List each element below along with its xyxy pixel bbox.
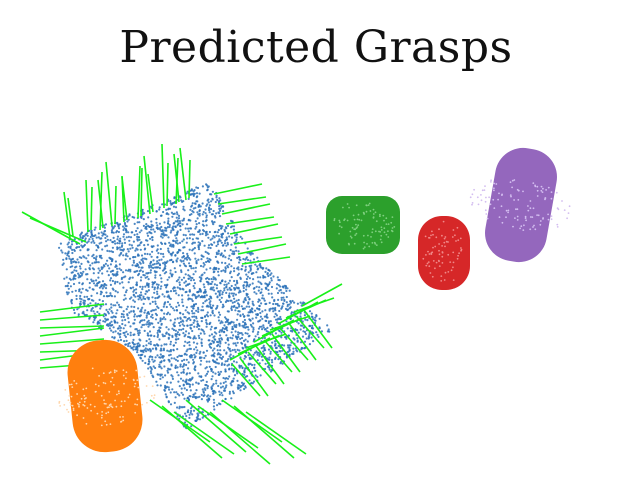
red-cylinder <box>418 216 470 290</box>
orange-cylinder <box>58 339 156 453</box>
purple-cylinder <box>469 147 571 263</box>
green-box <box>326 196 400 254</box>
predicted-grasp-lines <box>21 143 343 465</box>
cloth-point-cloud <box>58 183 331 430</box>
figure-title: Predicted Grasps <box>119 22 513 73</box>
